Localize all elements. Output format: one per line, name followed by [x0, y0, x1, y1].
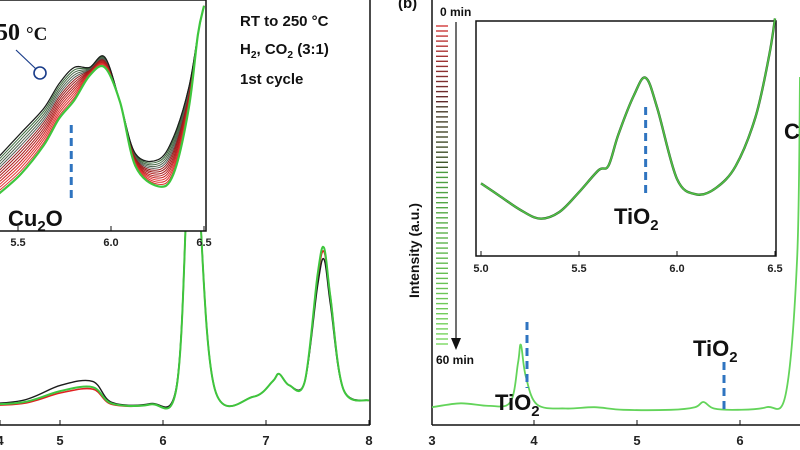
panel-a-inset-frame [0, 0, 207, 232]
panel-b-y-axis-label: Intensity (a.u.) [406, 203, 422, 298]
panel-a-inset-tick-label: 6.0 [103, 237, 118, 249]
panel-a: 4 5 6 7 8 RT to 250 °C H2, CO2 (3:1) 1st… [0, 0, 373, 448]
panel-a-inset: 5.5 6.0 6.5 50 °C Cu2O [0, 0, 212, 249]
panel-b-time-color-bar [436, 25, 448, 345]
panel-a-tick-label: 8 [365, 433, 372, 448]
panel-b-time-end: 60 min [436, 353, 474, 367]
panel-a-inset-tick-label: 5.5 [10, 237, 25, 249]
panel-a-temp-range: RT to 250 °C [240, 13, 329, 30]
panel-b-peak-label: TiO2 [495, 390, 540, 420]
panel-b-cropped-peak-label: C [784, 119, 800, 144]
panel-a-inset-temp-label: 50 °C [0, 20, 47, 46]
panel-a-inset-pointer-line [15, 49, 37, 70]
panel-a-inset-marker-circle [33, 66, 47, 80]
panel-b-inset-tick-label: 6.5 [767, 263, 782, 275]
panel-b-tick-label: 4 [530, 433, 538, 448]
panel-b-inset: 5.0 5.5 6.0 6.5 TiO2 [473, 18, 783, 275]
panel-b-inset-series [480, 18, 776, 220]
panel-a-inset-tick-label: 6.5 [196, 237, 211, 249]
panel-b: (b) Intensity (a.u.) 0 min 60 min 3 4 5 … [398, 0, 800, 448]
panel-b-peak-label: TiO2 [693, 336, 738, 366]
panel-b-inset-tick-label: 6.0 [669, 263, 684, 275]
panel-b-inset-tick-label: 5.5 [571, 263, 586, 275]
panel-a-inset-species-label: Cu2O [8, 206, 63, 235]
panel-b-tick-label: 3 [428, 433, 435, 448]
panel-a-inset-series-black [0, 5, 205, 163]
panel-a-tick-label: 6 [159, 433, 166, 448]
panel-b-inset-frame [475, 20, 777, 257]
panel-a-tick-label: 7 [262, 433, 269, 448]
panel-b-inset-peak-label: TiO2 [614, 204, 659, 234]
panel-b-tick-label: 5 [633, 433, 640, 448]
panel-b-time-start: 0 min [440, 5, 471, 19]
panel-b-inset-tick-label: 5.0 [473, 263, 488, 275]
panel-b-time-arrow-head [451, 338, 461, 350]
panel-b-series [432, 76, 800, 411]
panel-b-label: (b) [398, 0, 417, 12]
panel-a-cycle: 1st cycle [240, 71, 303, 88]
panel-a-inset-series-green [0, 5, 206, 195]
panel-a-tick-label: 4 [0, 433, 4, 448]
panel-a-tick-label: 5 [56, 433, 63, 448]
panel-a-gas-mixture: H2, CO2 (3:1) [240, 41, 329, 61]
panel-b-tick-label: 6 [736, 433, 743, 448]
